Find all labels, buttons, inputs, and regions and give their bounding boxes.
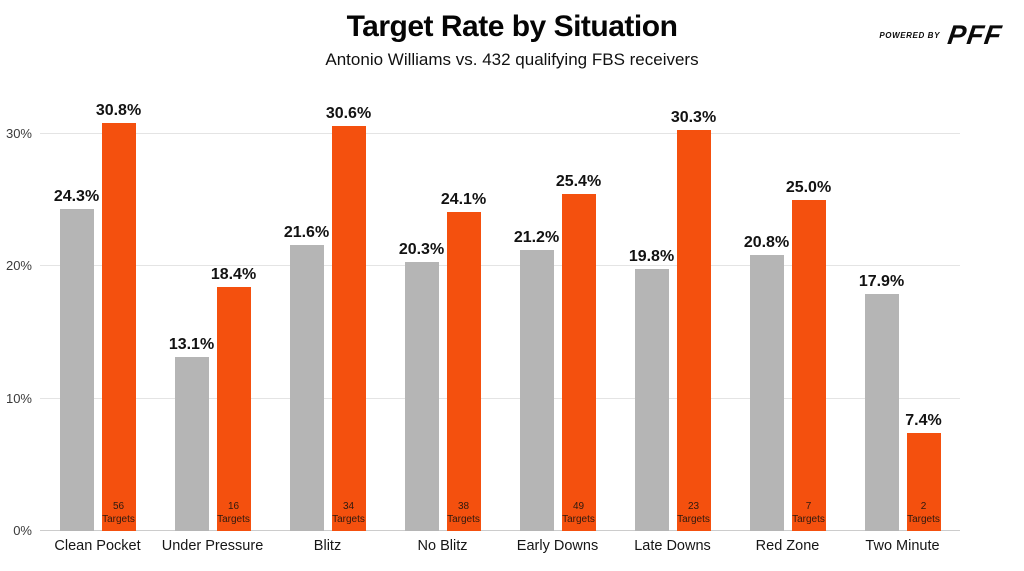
bar-pair: 21.6% 30.6% 34 Targets: [284, 99, 371, 531]
gray-bar-clean-pocket: 24.3%: [54, 188, 99, 531]
value-label: 30.6%: [325, 104, 372, 122]
orange-bar-no-blitz: 24.1% 38 Targets: [441, 191, 486, 531]
bar-group-red-zone: 20.8% 25.0% 7 Targets Red Zone: [730, 99, 845, 554]
powered-by-label: POWERED BY: [879, 31, 940, 40]
targets-count-label: 38 Targets: [447, 501, 480, 525]
value-label: 20.3%: [398, 241, 445, 259]
bar-group-blitz: 21.6% 30.6% 34 Targets Blitz: [270, 99, 385, 554]
value-label: 19.8%: [628, 247, 675, 265]
orange-bar-under-pressure: 18.4% 16 Targets: [211, 266, 256, 531]
value-label: 21.2%: [513, 229, 560, 247]
value-label: 21.6%: [283, 223, 330, 241]
targets-count-label: 23 Targets: [677, 501, 710, 525]
chart-title: Target Rate by Situation: [346, 10, 678, 43]
x-axis-label-two-minute: Two Minute: [865, 538, 940, 554]
value-label: 20.8%: [743, 234, 790, 252]
orange-bar-early-downs: 25.4% 49 Targets: [556, 173, 601, 531]
orange-bar-red-zone: 25.0% 7 Targets: [786, 179, 831, 531]
bar-group-early-downs: 21.2% 25.4% 49 Targets Early Downs: [500, 99, 615, 554]
bar-pair: 17.9% 7.4% 2 Targets: [859, 99, 942, 531]
value-label: 30.3%: [670, 108, 717, 126]
plot-area: 24.3% 30.8% 56 Targets Clean Pocket 13.1% 18.4…: [6, 99, 960, 554]
targets-count-label: 7 Targets: [792, 501, 825, 525]
bar-group-late-downs: 19.8% 30.3% 23 Targets Late Downs: [615, 99, 730, 554]
targets-count-label: 2 Targets: [907, 501, 940, 525]
targets-count-label: 49 Targets: [562, 501, 595, 525]
value-label: 17.9%: [858, 272, 905, 290]
bar-groups-container: 24.3% 30.8% 56 Targets Clean Pocket 13.1% 18.4…: [40, 99, 960, 554]
chart-subtitle: Antonio Williams vs. 432 qualifying FBS …: [325, 50, 699, 69]
targets-count-label: 34 Targets: [332, 501, 365, 525]
y-axis-tick-30pct: 30%: [5, 125, 32, 141]
value-label: 18.4%: [210, 266, 257, 284]
x-axis-label-late-downs: Late Downs: [634, 538, 711, 554]
gray-bar-early-downs: 21.2%: [514, 229, 559, 531]
x-axis-label-blitz: Blitz: [313, 538, 342, 554]
value-label: 24.1%: [440, 190, 487, 208]
pff-brand-wordmark: PFF: [945, 20, 1005, 50]
x-axis-label-red-zone: Red Zone: [755, 538, 820, 554]
value-label: 25.0%: [785, 178, 832, 196]
y-axis-tick-20pct: 20%: [5, 258, 32, 273]
orange-bar-blitz: 30.6% 34 Targets: [326, 105, 371, 531]
gridline-30pct: [40, 132, 960, 134]
gray-bar-no-blitz: 20.3%: [399, 241, 444, 531]
bar-pair: 20.3% 24.1% 38 Targets: [399, 99, 486, 531]
value-label: 13.1%: [168, 336, 215, 354]
gridline-10pct: [40, 397, 960, 399]
y-axis-tick-0pct: 0%: [13, 523, 32, 538]
gray-bar-red-zone: 20.8%: [744, 234, 789, 531]
orange-bar-late-downs: 30.3% 23 Targets: [671, 109, 716, 531]
bar-pair: 13.1% 18.4% 16 Targets: [169, 99, 256, 531]
gray-bar-late-downs: 19.8%: [629, 248, 674, 531]
x-axis-label-clean-pocket: Clean Pocket: [54, 538, 141, 554]
bar-group-two-minute: 17.9% 7.4% 2 Targets Two Minute: [845, 99, 960, 554]
pff-logo: POWERED BY PFF: [879, 20, 1005, 50]
value-label: 7.4%: [905, 411, 942, 429]
bar-pair: 21.2% 25.4% 49 Targets: [514, 99, 601, 531]
y-axis-tick-10pct: 10%: [5, 390, 32, 406]
targets-count-label: 16 Targets: [217, 501, 250, 525]
x-axis-label-under-pressure: Under Pressure: [161, 538, 264, 554]
gridline-20pct: [40, 265, 960, 266]
bar-pair: 20.8% 25.0% 7 Targets: [744, 99, 831, 531]
value-label: 25.4%: [555, 173, 602, 191]
value-label: 30.8%: [95, 101, 142, 119]
gray-bar-under-pressure: 13.1%: [169, 336, 214, 531]
value-label: 24.3%: [53, 188, 100, 206]
gray-bar-blitz: 21.6%: [284, 224, 329, 531]
gridline-0pct: [40, 530, 960, 531]
bar-group-under-pressure: 13.1% 18.4% 16 Targets Under Pressure: [155, 99, 270, 554]
x-axis-label-no-blitz: No Blitz: [417, 538, 468, 554]
bar-pair: 24.3% 30.8% 56 Targets: [54, 99, 141, 531]
targets-count-label: 56 Targets: [102, 501, 135, 525]
bar-group-no-blitz: 20.3% 24.1% 38 Targets No Blitz: [385, 99, 500, 554]
orange-bar-two-minute: 7.4% 2 Targets: [905, 412, 942, 531]
gray-bar-two-minute: 17.9%: [859, 273, 904, 531]
bar-group-clean-pocket: 24.3% 30.8% 56 Targets Clean Pocket: [40, 99, 155, 554]
orange-bar-clean-pocket: 30.8% 56 Targets: [96, 102, 141, 531]
x-axis-label-early-downs: Early Downs: [516, 538, 599, 554]
bar-pair: 19.8% 30.3% 23 Targets: [629, 99, 716, 531]
